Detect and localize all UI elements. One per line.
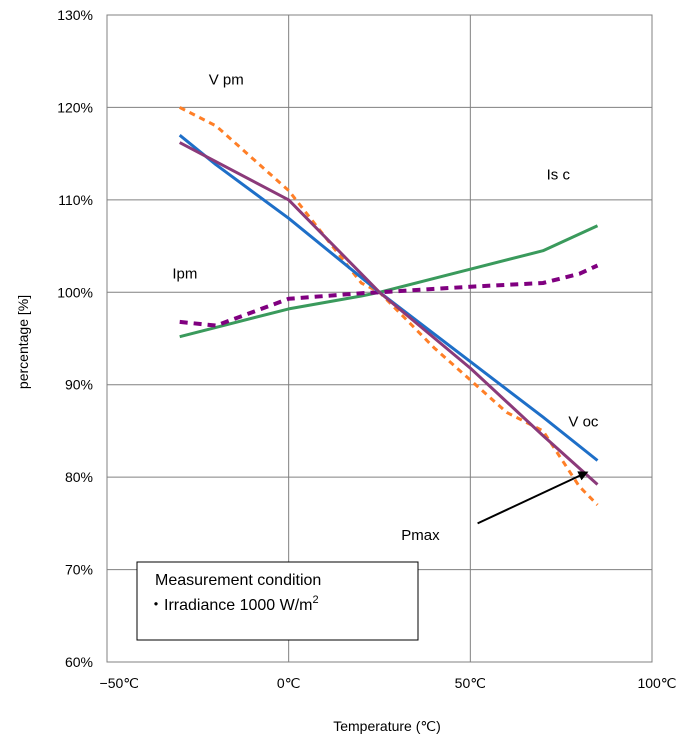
series-line-voc (178, 134, 599, 462)
series-annotations: V pm Is c Ipm V oc Pmax (172, 71, 599, 544)
y-tick-label: 70% (65, 562, 93, 578)
y-tick-label: 60% (65, 654, 93, 670)
series-line-isc (179, 224, 599, 339)
series-line-vpm (179, 106, 599, 506)
measurement-note: Measurement condition ・Irradiance 1000 W… (136, 561, 419, 641)
x-tick-label: 0℃ (277, 675, 301, 691)
x-axis-title: Temperature (℃) (333, 718, 441, 734)
y-axis-title: percentage [%] (15, 295, 31, 389)
pmax-arrow (477, 471, 589, 525)
annotation-label: V pm (209, 71, 244, 88)
x-tick-label: 50℃ (455, 675, 486, 691)
note-line-2: ・Irradiance 1000 W/m2 (148, 594, 319, 614)
series-line-ipm (179, 263, 599, 328)
y-tick-label: 90% (65, 377, 93, 393)
x-tick-label: −50℃ (100, 675, 139, 691)
tick-labels: 60% 70% 80% 90% 100% 110% 120% 130% −50℃ 0℃ 50℃ 100… (57, 7, 676, 691)
note-irradiance: ・Irradiance 1000 W/m (148, 597, 313, 614)
note-superscript: 2 (313, 594, 319, 606)
note-line-1: Measurement condition (155, 572, 321, 589)
y-tick-label: 130% (57, 7, 93, 23)
annotation-label: Pmax (401, 527, 440, 544)
note-box (136, 561, 419, 641)
annotation-label: V oc (568, 413, 599, 430)
y-tick-label: 80% (65, 469, 93, 485)
y-tick-label: 120% (57, 99, 93, 115)
y-tick-label: 110% (58, 192, 93, 208)
annotation-label: Is c (547, 167, 571, 184)
x-tick-label: 100℃ (637, 675, 676, 691)
series-group (178, 106, 599, 506)
annotation-label: Ipm (172, 265, 197, 282)
series-line-pmax (179, 141, 599, 486)
plot-area (106, 14, 653, 663)
y-tick-label: 100% (57, 284, 93, 300)
